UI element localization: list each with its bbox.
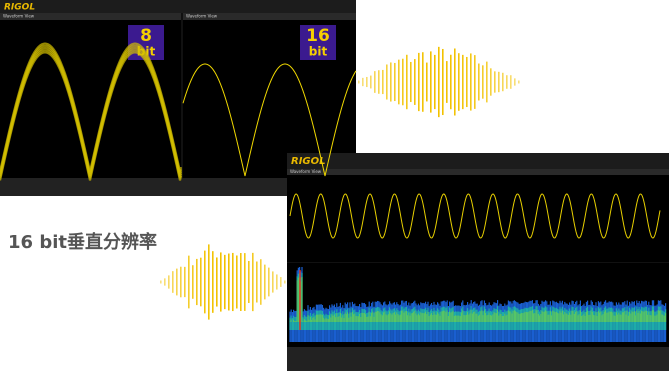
sound-bar — [378, 70, 380, 94]
sound-bar — [260, 259, 262, 305]
sound-bar — [220, 252, 222, 312]
sound-bar — [410, 61, 412, 103]
sound-bar — [506, 75, 508, 89]
sound-bar — [422, 52, 424, 112]
panel-title: Waveform View — [3, 14, 35, 19]
badge-unit: bit — [309, 45, 328, 59]
sound-bar — [382, 69, 384, 95]
sound-bar — [466, 56, 468, 108]
status-bar — [287, 347, 669, 371]
sound-bar — [196, 258, 198, 306]
sound-bar — [518, 80, 520, 84]
sound-bar — [366, 76, 368, 88]
sound-bar — [236, 255, 238, 309]
panel-header — [0, 13, 181, 20]
sound-bar — [264, 264, 266, 300]
sound-bar — [394, 62, 396, 102]
sound-bar — [272, 271, 274, 293]
sound-bar — [228, 253, 230, 311]
badge-number: 8 — [140, 26, 152, 46]
sound-bar — [164, 278, 166, 286]
logo: RIGOL — [4, 3, 35, 13]
toolbar — [0, 0, 356, 13]
sound-bar — [256, 261, 258, 303]
sound-bar — [470, 53, 472, 111]
sound-bar — [482, 65, 484, 99]
sound-bar — [172, 271, 174, 293]
sound-bar — [486, 61, 488, 103]
sound-bar — [498, 71, 500, 93]
top-scope: RIGOL Waveform View Waveform View 8 bit … — [0, 0, 356, 196]
sound-bar — [446, 61, 448, 103]
sound-bar — [192, 265, 194, 299]
sound-bar — [160, 280, 162, 284]
sound-bar — [514, 78, 516, 86]
sound-bar — [418, 52, 420, 112]
sound-bar — [438, 46, 440, 118]
sound-bar — [280, 277, 282, 287]
sound-bar — [188, 255, 190, 309]
sound-bar — [168, 275, 170, 289]
badge — [300, 25, 336, 60]
sound-bar — [402, 58, 404, 106]
sound-bar — [510, 75, 512, 89]
sound-bar — [224, 254, 226, 310]
sound-bar — [358, 80, 360, 84]
sound-bar — [442, 48, 444, 116]
panel-title: Waveform View — [290, 169, 322, 174]
sound-bar — [268, 267, 270, 297]
sound-bar — [370, 75, 372, 89]
waveform — [182, 63, 357, 177]
sound-bar — [248, 260, 250, 304]
sound-bar — [458, 53, 460, 111]
sound-bar — [284, 280, 286, 284]
sound-bar — [462, 54, 464, 110]
waveform — [0, 51, 183, 181]
panel-header — [287, 169, 669, 175]
sound-bar — [454, 48, 456, 116]
sound-bar — [244, 253, 246, 311]
sound-bar — [208, 244, 210, 320]
sound-bar — [386, 64, 388, 100]
sound-bar — [426, 62, 428, 102]
sound-bar — [212, 251, 214, 313]
status-bar — [0, 178, 356, 196]
sound-bar — [494, 71, 496, 93]
badge-number: 16 — [306, 26, 330, 46]
waveform — [289, 193, 661, 239]
sound-bar — [362, 77, 364, 87]
sound-bar — [450, 54, 452, 110]
sound-bar — [474, 55, 476, 109]
sound-bar — [406, 54, 408, 110]
sound-bar — [276, 274, 278, 290]
sound-bar — [502, 72, 504, 92]
sound-bar — [232, 252, 234, 312]
caption: 16 bit垂直分辨率 — [8, 231, 157, 253]
panel — [287, 169, 669, 262]
sound-bar — [434, 54, 436, 110]
sound-bar — [240, 252, 242, 312]
logo: RIGOL — [291, 156, 326, 167]
sound-bar — [430, 51, 432, 113]
toolbar — [287, 153, 669, 169]
sound-bar — [204, 250, 206, 314]
sound-bar — [414, 59, 416, 105]
sound-bar — [398, 59, 400, 105]
sound-bar — [252, 252, 254, 312]
sound-bar — [490, 68, 492, 96]
sound-bar — [180, 266, 182, 298]
sound-bar — [216, 257, 218, 307]
panel-title: Waveform View — [186, 14, 218, 19]
sound-bar — [176, 268, 178, 296]
sound-bar — [200, 257, 202, 307]
sound-bar — [390, 62, 392, 102]
sound-bar — [374, 71, 376, 93]
panel-header — [183, 13, 356, 20]
sound-bar — [184, 266, 186, 298]
sound-bar — [478, 63, 480, 101]
